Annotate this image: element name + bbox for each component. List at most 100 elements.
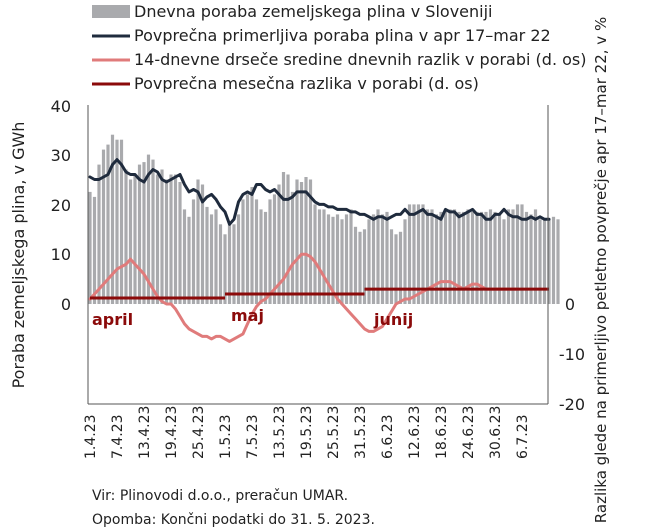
consumption-bar — [394, 234, 398, 304]
consumption-bar — [295, 179, 299, 304]
x-tick-label: 24.6.23 — [461, 406, 477, 459]
legend-label-moving: 14-dnevne drseče sredine dnevnih razlik … — [134, 50, 586, 69]
consumption-bar — [110, 134, 115, 304]
consumption-bar — [308, 179, 313, 304]
consumption-bar — [470, 211, 475, 304]
consumption-bar — [214, 209, 218, 304]
consumption-bar — [119, 139, 124, 304]
consumption-bar — [479, 211, 484, 304]
consumption-bar — [353, 226, 358, 304]
consumption-bar — [497, 214, 502, 304]
consumption-bar — [326, 214, 331, 304]
consumption-bar — [187, 216, 191, 304]
consumption-bar — [97, 164, 101, 304]
consumption-bar — [556, 219, 560, 304]
consumption-bar — [389, 229, 394, 304]
consumption-bar — [101, 149, 106, 304]
consumption-bar — [385, 211, 389, 304]
y-tick-10: 10 — [51, 245, 71, 264]
x-tick-label: 7.5.23 — [245, 414, 261, 459]
y-tick-20: 20 — [51, 196, 71, 215]
x-tick-label: 19.5.23 — [299, 406, 315, 459]
y2-tick-0: 0 — [565, 295, 575, 314]
consumption-bar — [371, 214, 376, 304]
legend: Dnevna poraba zemeljskega plina v Sloven… — [92, 2, 586, 93]
consumption-bar — [398, 231, 403, 304]
consumption-bar — [434, 214, 439, 304]
consumption-bar — [457, 211, 461, 304]
comparable-average-line — [88, 158, 551, 226]
x-tick-label: 30.6.23 — [488, 406, 504, 459]
consumption-bar — [317, 209, 322, 304]
y2-tick-minus10: -10 — [559, 345, 585, 364]
right-y-ticks: 0 -10 -20 — [559, 295, 585, 414]
x-tick-label: 7.4.23 — [110, 414, 126, 459]
consumption-bar — [155, 174, 160, 304]
consumption-bar — [367, 219, 371, 304]
consumption-bar — [502, 219, 506, 304]
x-tick-label: 1.5.23 — [218, 414, 234, 459]
consumption-bar — [335, 214, 340, 304]
consumption-bar — [358, 231, 362, 304]
consumption-bar — [542, 219, 547, 304]
consumption-bar — [425, 209, 430, 304]
consumption-bar — [380, 214, 385, 304]
x-tick-labels: 1.4.23 7.4.23 13.4.23 19.4.23 25.4.23 1.5.23 7… — [83, 406, 531, 459]
consumption-bar — [142, 162, 146, 304]
consumption-bar — [272, 194, 277, 304]
x-tick-label: 25.4.23 — [191, 406, 207, 459]
consumption-bar — [88, 191, 92, 304]
consumption-bar — [322, 209, 326, 304]
remark-note: Opomba: Končni podatki do 31. 5. 2023. — [92, 512, 375, 528]
consumption-bar — [484, 211, 488, 304]
y2-tick-minus20: -20 — [559, 395, 585, 414]
y-axis-title-right-text: Razlika glede na primerljivo petletno po… — [592, 17, 610, 523]
consumption-bar — [137, 164, 142, 304]
x-tick-label: 25.5.23 — [326, 406, 342, 459]
consumption-bar — [160, 169, 164, 304]
consumption-bar — [281, 172, 286, 304]
left-y-ticks: 40 30 20 10 0 — [51, 97, 71, 314]
consumption-bar — [236, 214, 241, 304]
consumption-bar — [290, 191, 295, 304]
source-note: Vir: Plinovodi d.o.o., preračun UMAR. — [92, 488, 348, 504]
consumption-bar — [205, 206, 209, 304]
consumption-bar — [124, 169, 128, 304]
consumption-bar — [254, 199, 259, 304]
consumption-bar — [511, 209, 515, 304]
consumption-bar — [196, 179, 200, 304]
consumption-bar — [250, 187, 254, 304]
consumption-bar — [286, 174, 290, 304]
consumption-bar — [299, 182, 304, 304]
x-tick-label: 18.6.23 — [434, 406, 450, 459]
consumption-bar — [547, 219, 551, 304]
consumption-bar — [551, 216, 556, 304]
consumption-bar — [488, 209, 493, 304]
legend-label-bars: Dnevna poraba zemeljskega plina v Sloven… — [134, 2, 492, 21]
consumption-bar — [227, 224, 232, 304]
consumption-bar — [245, 194, 250, 304]
month-label-junij: junij — [373, 310, 413, 329]
consumption-bar — [452, 209, 457, 304]
month-label-maj: maj — [231, 306, 264, 325]
consumption-bar — [178, 182, 182, 304]
legend-label-avg: Povprečna primerljiva poraba plina v apr… — [134, 26, 551, 45]
x-tick-label: 13.5.23 — [272, 406, 288, 459]
consumption-bar — [340, 219, 344, 304]
bar-series — [88, 134, 560, 304]
moving-average-difference-line — [88, 252, 519, 343]
consumption-bar — [313, 204, 317, 304]
x-tick-label: 13.4.23 — [137, 406, 153, 459]
consumption-bar — [209, 214, 214, 304]
consumption-bar — [232, 224, 236, 304]
consumption-bar — [412, 204, 416, 304]
consumption-bar — [331, 216, 335, 304]
consumption-bar — [128, 179, 133, 304]
consumption-bar — [520, 204, 524, 304]
consumption-bar — [92, 196, 97, 304]
consumption-bar — [403, 219, 407, 304]
y-axis-title-left: Poraba zemeljskega plina, v GWh — [9, 122, 28, 389]
consumption-bar — [263, 211, 268, 304]
month-label-april: april — [92, 310, 133, 329]
